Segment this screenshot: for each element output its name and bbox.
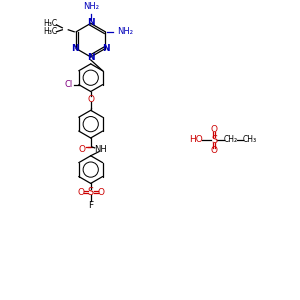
Text: F: F: [88, 201, 93, 210]
Text: CH₃: CH₃: [243, 135, 257, 144]
Text: HO: HO: [190, 135, 203, 144]
Text: N: N: [102, 44, 110, 53]
Text: H₃C: H₃C: [44, 27, 58, 36]
Text: NH₂: NH₂: [83, 2, 99, 10]
Text: O: O: [211, 146, 218, 155]
Text: S: S: [211, 135, 217, 145]
Text: O: O: [87, 95, 94, 104]
Text: N: N: [71, 44, 79, 53]
Text: N: N: [87, 53, 94, 62]
Text: NH₂: NH₂: [117, 27, 133, 36]
Text: Cl: Cl: [65, 80, 73, 89]
Text: O: O: [211, 124, 218, 134]
Text: O: O: [97, 188, 104, 197]
Text: O: O: [78, 145, 85, 154]
Text: NH: NH: [94, 145, 107, 154]
Text: S: S: [88, 187, 94, 197]
Text: N: N: [87, 18, 94, 27]
Text: H₃C: H₃C: [44, 20, 58, 28]
Text: O: O: [77, 188, 84, 197]
Text: CH₂: CH₂: [224, 135, 238, 144]
